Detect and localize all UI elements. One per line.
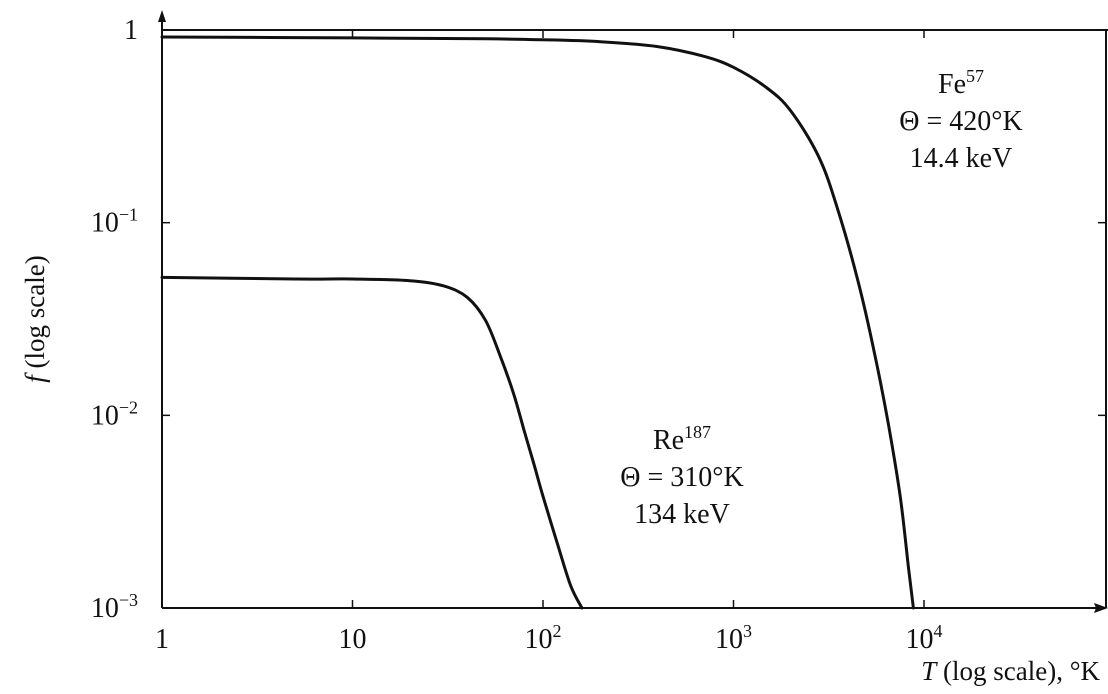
- y-axis-label: f (log scale): [20, 255, 50, 382]
- annotation-re187-superscript: 187: [684, 422, 711, 442]
- annotation-re187-line: 134 keV: [634, 499, 730, 530]
- annotation-fe57-text: Θ = 420°K: [899, 106, 1022, 137]
- y-tick-label: 1: [124, 15, 138, 46]
- annotation-re187-text: 134 keV: [634, 499, 730, 530]
- y-tick-label-base: 10: [91, 400, 119, 431]
- annotation-fe57-text: Fe: [938, 69, 966, 100]
- annotation-re187-line: Θ = 310°K: [620, 462, 743, 493]
- annotation-fe57-text: 14.4 keV: [910, 143, 1013, 174]
- x-tick-label: 10: [339, 624, 367, 655]
- y-tick-label: 10−3: [91, 590, 138, 624]
- x-tick-label-base: 10: [715, 624, 743, 655]
- y-tick-label-base: 10: [91, 208, 119, 239]
- y-tick-label-exponent: −2: [119, 397, 138, 417]
- x-axis-label: T (log scale), °K: [921, 656, 1100, 686]
- series-layer: [160, 35, 915, 610]
- x-tick-label: 103: [715, 621, 752, 655]
- annotation-fe57-line: Fe57: [938, 66, 984, 100]
- x-tick-label-base: 10: [525, 624, 553, 655]
- y-tick-label-base: 10: [91, 593, 119, 624]
- annotation-fe57-line: Θ = 420°K: [899, 106, 1022, 137]
- y-tick-label-base: 1: [124, 15, 138, 46]
- x-tick-label-base: 1: [155, 624, 169, 655]
- x-tick-label-exponent: 4: [934, 621, 943, 641]
- axes-layer: [158, 10, 1108, 613]
- x-tick-label: 104: [906, 621, 943, 655]
- x-axis-label-variable: T: [921, 656, 938, 686]
- x-tick-label-base: 10: [339, 624, 367, 655]
- annotation-fe57-superscript: 57: [966, 66, 984, 86]
- annotation-re187-line: Re187: [653, 422, 711, 456]
- x-axis-label-text: (log scale), °K: [936, 656, 1100, 686]
- y-axis-arrow: [158, 10, 166, 22]
- y-tick-label: 10−2: [91, 397, 138, 431]
- series-line-fe57: [160, 35, 915, 610]
- annotation-fe57-line: 14.4 keV: [910, 143, 1013, 174]
- x-tick-label: 1: [155, 624, 169, 655]
- y-tick-label-exponent: −3: [119, 590, 138, 610]
- y-tick-label: 10−1: [91, 205, 138, 239]
- x-tick-label: 102: [525, 621, 562, 655]
- series-line-re187: [160, 275, 584, 610]
- x-tick-label-exponent: 3: [743, 621, 752, 641]
- annotation-re187-text: Θ = 310°K: [620, 462, 743, 493]
- y-tick-label-exponent: −1: [119, 205, 138, 225]
- x-tick-label-base: 10: [906, 624, 934, 655]
- x-tick-label-exponent: 2: [553, 621, 562, 641]
- annotation-re187-text: Re: [653, 425, 684, 456]
- y-axis-label-text: (log scale): [20, 255, 50, 375]
- y-axis-label-variable: f: [20, 372, 50, 383]
